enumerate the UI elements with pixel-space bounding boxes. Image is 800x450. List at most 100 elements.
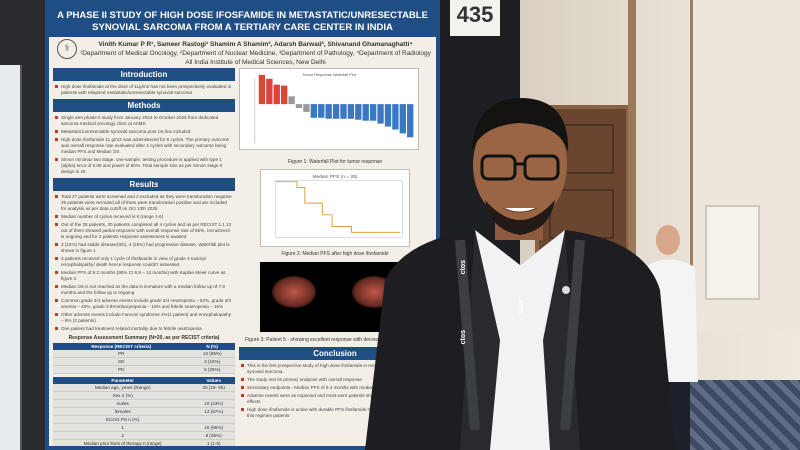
bullet: Adverse events were as expected and most…: [239, 392, 431, 406]
table-cell: 1: [53, 423, 193, 432]
wall-panel: [705, 205, 760, 300]
waterfall-bar: [355, 104, 362, 120]
response-table-caption: Response Assessment Summary (N=20, as pe…: [68, 335, 220, 341]
waterfall-bar: [392, 104, 399, 130]
waterfall-bar: [369, 104, 377, 121]
waterfall-bar: [362, 104, 369, 121]
results-heading: Results: [53, 178, 235, 191]
author-list: Vinith Kumar P R¹, Sameer Rastogi¹ Shami…: [98, 41, 413, 48]
lanyard: [455, 239, 480, 431]
bullet: Metastatic/unresectable synovial sarcoma…: [53, 128, 235, 136]
institution: All India Institute of Medical Sciences,…: [185, 59, 326, 66]
affiliations: ¹Department of Medical Oncology, ²Depart…: [80, 50, 431, 57]
table-header: Values: [192, 377, 235, 384]
table-header-row: Parameter Values: [53, 377, 235, 384]
bullet: Other adverse events include Fanconi syn…: [53, 311, 235, 325]
waterfall-bar: [273, 84, 280, 105]
table-cell: 10 (43%): [192, 399, 235, 408]
table-cell: SD: [53, 357, 190, 366]
table-row: SD 3 (15%): [53, 357, 235, 366]
waterfall-bar: [295, 104, 303, 109]
bullet: This is the first prospective study of h…: [239, 362, 431, 376]
table-cell: [192, 415, 235, 424]
lanyard-text: ctos: [460, 330, 467, 345]
figure3-caption: Figure 3: Patient 5 - showing excellent …: [245, 337, 425, 343]
table-cell: [192, 391, 235, 400]
figure2-caption: Figure 2: Median PFS after high dose ifo…: [281, 251, 389, 257]
bullet: Simon minimax two stage, one-sample, tes…: [53, 156, 235, 176]
bullet: High dose Ifosfamide 11 g/m2 was adminis…: [53, 136, 235, 156]
bullet: 3 (15%) had stable disease(SD), 4 (25%) …: [53, 241, 235, 255]
waterfall-bar: [399, 104, 406, 134]
waterfall-bar: [303, 104, 310, 112]
table-cell: 13 (65%): [189, 350, 235, 358]
hair: [472, 98, 569, 152]
table-row: Sex n (%): [53, 391, 235, 400]
table-cell: males: [53, 399, 193, 408]
response-table: Response (RECIST criteria) N (%) PR 13 (65%…: [53, 343, 235, 374]
pfs-title: Median PFS (n = 25): [313, 174, 358, 180]
table-row: males 10 (43%): [53, 399, 235, 408]
table-cell: females: [53, 407, 193, 416]
introduction-heading: Introduction: [53, 68, 235, 81]
table-header: Response (RECIST criteria): [53, 343, 190, 350]
research-poster: A PHASE II STUDY OF HIGH DOSE IFOSFAMIDE…: [45, 0, 440, 450]
waterfall-bar: [347, 104, 355, 119]
table-header: Parameter: [53, 377, 193, 384]
table-cell: 30 (18- 55): [192, 384, 235, 392]
waterfall-bar: [281, 85, 288, 105]
door-frame: [628, 0, 636, 450]
waterfall-plot: Tumor Response Waterfall Plot: [239, 68, 419, 150]
waterfall-bar: [258, 74, 266, 105]
table-cell: Median age, years (Range): [53, 384, 193, 392]
table-cell: PD: [53, 365, 190, 374]
table-row: ECOG PS n (%): [53, 415, 235, 424]
table-cell: ECOG PS n (%): [53, 415, 193, 424]
waterfall-bar: [318, 104, 325, 118]
bullet: Median PFS of 9.2 months (95% CI 6.8 – 1…: [53, 269, 235, 283]
institution-logo: ⚕: [57, 39, 77, 59]
waterfall-bar: [288, 96, 295, 105]
lanyard-text: ctos: [460, 260, 467, 275]
table-row: females 13 (57%): [53, 407, 235, 416]
bullet: One patient had treatment related mortal…: [53, 325, 235, 333]
table-cell: Sex n (%): [53, 391, 193, 400]
lanyard-text: ctos: [518, 300, 525, 315]
right-column: Tumor Response Waterfall Plot Figure 1: …: [239, 66, 431, 420]
table-header: N (%): [189, 343, 235, 350]
waterfall-bar: [407, 104, 414, 138]
table-cell: 15 (65%): [192, 423, 235, 432]
table-cell: 8 (35%): [192, 431, 235, 440]
bullet: Common grade 3/4 adverse events include …: [53, 297, 235, 311]
table-cell: 2: [53, 431, 193, 440]
baseline-table: Parameter Values Median age, years (Range)…: [53, 377, 235, 446]
waterfall-bar: [325, 104, 332, 119]
table-cell: 5 (25%): [189, 365, 235, 374]
presenter: [365, 98, 675, 450]
neighbor-poster: [0, 65, 22, 450]
waterfall-bar: [384, 104, 392, 127]
bullet: High dose ifosfamide is active with dura…: [239, 406, 431, 420]
kaplan-meier-plot: Median PFS (n = 25): [260, 169, 410, 247]
table-row: PD 5 (25%): [53, 365, 235, 374]
waterfall-bar: [377, 104, 384, 124]
table-cell: 3 (15%): [189, 357, 235, 366]
poster-title: A PHASE II STUDY OF HIGH DOSE IFOSFAMIDE…: [49, 4, 436, 37]
glasses-icon: [480, 154, 517, 181]
waterfall-bar: [310, 104, 317, 118]
table-cell: Median prior lines of therapy n (range): [53, 439, 193, 446]
table-row: Median age, years (Range) 30 (18- 55): [53, 384, 235, 392]
booth-number: 435: [450, 0, 500, 36]
table-cell: 1 (1-6): [192, 439, 235, 446]
table-cell: 13 (57%): [192, 407, 235, 416]
waterfall-title: Tumor Response Waterfall Plot: [302, 72, 357, 77]
pfs-curve: [275, 181, 401, 233]
table-cell: PR: [53, 350, 190, 358]
bullet: The study met its primary endpoint with …: [239, 376, 431, 384]
methods-heading: Methods: [53, 99, 235, 112]
waterfall-bar: [266, 78, 273, 105]
figure1-caption: Figure 1: Waterfall Plot for tumor respo…: [287, 159, 383, 165]
bullet: Secondary endpoints - Median PFS of 9.4 …: [239, 384, 431, 392]
bullet: Median number of cycles received is 6 (r…: [53, 213, 235, 221]
